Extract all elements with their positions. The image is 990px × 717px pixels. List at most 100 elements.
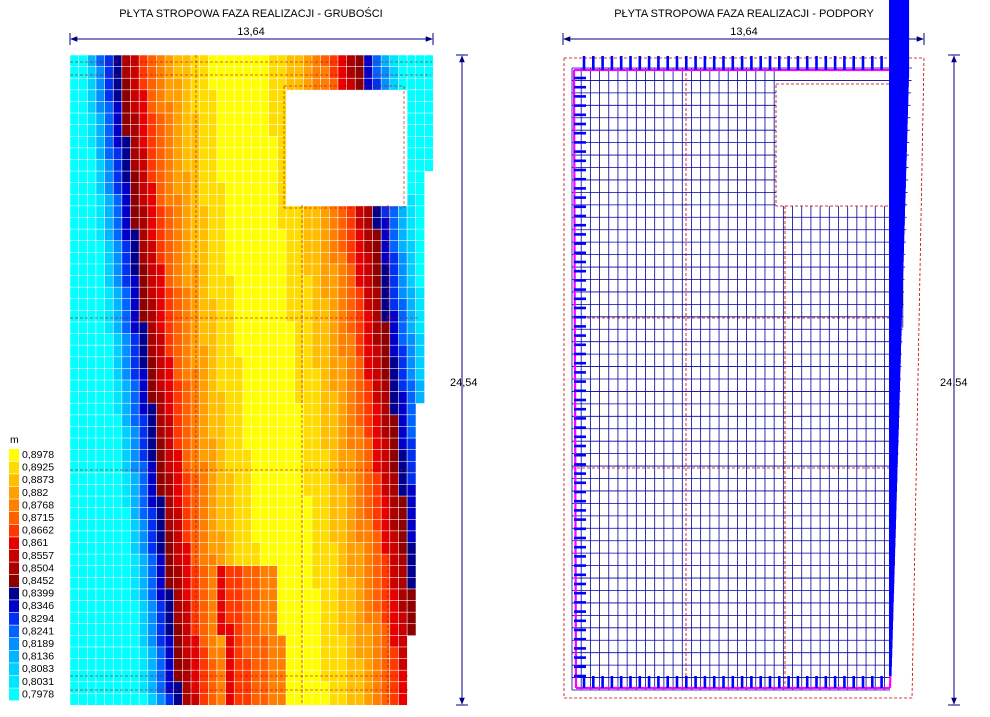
thickness-cell — [182, 611, 192, 625]
thickness-cell — [69, 368, 80, 381]
thickness-cell — [69, 182, 80, 195]
thickness-cell — [78, 194, 88, 207]
thickness-cell — [112, 101, 123, 114]
thickness-cell — [285, 217, 296, 230]
thickness-cell — [87, 298, 97, 311]
thickness-cell — [208, 310, 218, 323]
thickness-cell — [320, 402, 330, 416]
thickness-cell — [303, 402, 313, 416]
thickness-cell — [320, 565, 330, 578]
thickness-cell — [233, 530, 244, 544]
thickness-cell — [354, 368, 365, 381]
thickness-cell — [337, 542, 348, 555]
thickness-cell — [130, 577, 140, 590]
thickness-cell — [285, 333, 296, 346]
thickness-cell — [380, 252, 391, 265]
thickness-cell — [398, 646, 408, 660]
thickness-cell — [138, 426, 149, 439]
thickness-cell — [138, 530, 149, 544]
thickness-cell — [121, 321, 132, 335]
thickness-cell — [233, 182, 244, 195]
thickness-cell — [311, 658, 322, 671]
thickness-cell — [406, 507, 417, 520]
thickness-cell — [424, 112, 434, 126]
thickness-cell — [95, 507, 106, 520]
thickness-cell — [78, 344, 88, 358]
thickness-cell — [138, 170, 149, 184]
thickness-cell — [208, 414, 218, 428]
thickness-cell — [259, 344, 270, 358]
thickness-cell — [329, 460, 339, 474]
thickness-cell — [346, 507, 356, 520]
thickness-cell — [251, 577, 261, 590]
thickness-cell — [173, 344, 183, 358]
thickness-cell — [268, 310, 279, 323]
thickness-cell — [363, 402, 374, 416]
thickness-cell — [285, 693, 296, 706]
thickness-cell — [112, 611, 123, 625]
thickness-cell — [277, 344, 287, 358]
thickness-cell — [233, 124, 244, 137]
thickness-cell — [138, 402, 149, 416]
thickness-cell — [242, 414, 253, 428]
thickness-cell — [182, 449, 192, 462]
thickness-cell — [259, 600, 270, 613]
thickness-cell — [130, 495, 140, 509]
thickness-cell — [164, 623, 175, 636]
thickness-cell — [320, 658, 330, 671]
thickness-cell — [216, 484, 227, 497]
thickness-cell — [268, 89, 279, 103]
thickness-cell — [164, 310, 175, 323]
thickness-cell — [182, 135, 192, 149]
thickness-cell — [354, 623, 365, 636]
thickness-cell — [216, 565, 227, 578]
thickness-cell — [216, 275, 227, 288]
thickness-cell — [87, 530, 97, 544]
legend-swatch — [9, 612, 19, 625]
thickness-cell — [69, 89, 80, 103]
thickness-cell — [233, 321, 244, 335]
thickness-cell — [190, 611, 201, 625]
thickness-cell — [398, 286, 408, 300]
thickness-cell — [112, 588, 123, 602]
thickness-cell — [95, 588, 106, 602]
thickness-cell — [130, 402, 140, 416]
thickness-cell — [233, 252, 244, 265]
thickness-cell — [208, 472, 218, 486]
thickness-cell — [268, 693, 279, 706]
thickness-cell — [104, 194, 114, 207]
thickness-cell — [311, 228, 322, 242]
thickness-cell — [216, 66, 227, 79]
thickness-cell — [354, 228, 365, 242]
thickness-cell — [329, 635, 339, 648]
thickness-cell — [182, 252, 192, 265]
thickness-cell — [398, 252, 408, 265]
thickness-cell — [190, 356, 201, 369]
thickness-cell — [87, 344, 97, 358]
thickness-cell — [380, 344, 391, 358]
thickness-cell — [233, 646, 244, 660]
thickness-cell — [112, 519, 123, 532]
thickness-cell — [69, 449, 80, 462]
thickness-cell — [251, 170, 261, 184]
thickness-cell — [69, 693, 80, 706]
thickness-cell — [190, 414, 201, 428]
thickness-cell — [251, 402, 261, 416]
thickness-cell — [95, 333, 106, 346]
thickness-cell — [380, 577, 391, 590]
thickness-cell — [87, 124, 97, 137]
thickness-cell — [164, 426, 175, 439]
thickness-cell — [69, 101, 80, 114]
thickness-cell — [406, 577, 417, 590]
thickness-cell — [242, 519, 253, 532]
thickness-cell — [147, 565, 158, 578]
thickness-cell — [337, 577, 348, 590]
thickness-cell — [268, 147, 279, 161]
thickness-cell — [311, 77, 322, 91]
thickness-cell — [251, 286, 261, 300]
thickness-cell — [346, 588, 356, 602]
thickness-cell — [277, 542, 287, 555]
thickness-cell — [182, 170, 192, 184]
thickness-cell — [138, 368, 149, 381]
thickness-cell — [389, 356, 400, 369]
